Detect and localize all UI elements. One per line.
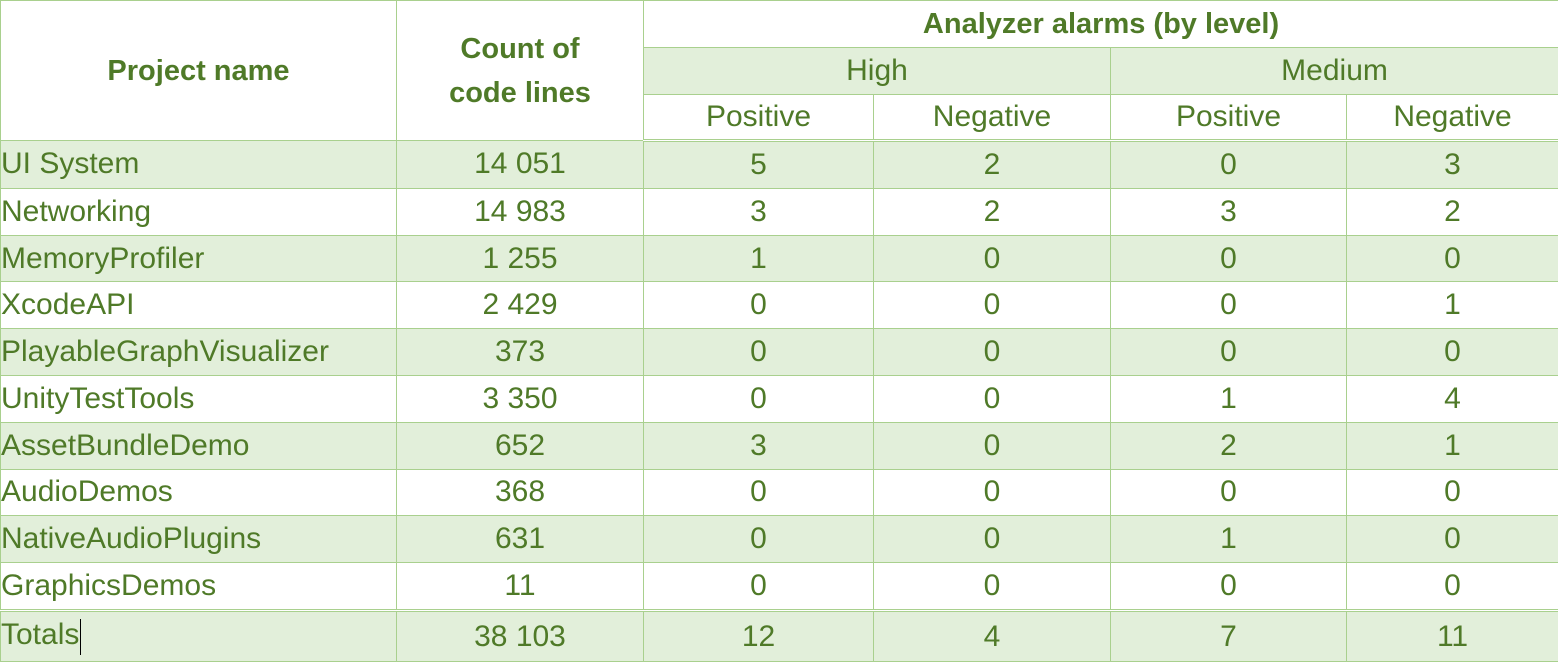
header-project-name: Project name <box>0 0 397 141</box>
cell-high-positive[interactable]: 1 <box>643 234 874 283</box>
cell-code-lines[interactable]: 2 429 <box>396 281 644 330</box>
table-row[interactable]: UnityTestTools 3 350 0 0 1 4 <box>0 375 1558 423</box>
table-row[interactable]: AssetBundleDemo 652 3 0 2 1 <box>0 421 1558 470</box>
table-row[interactable]: XcodeAPI 2 429 0 0 0 1 <box>0 281 1558 330</box>
cell-totals-medium-negative[interactable]: 11 <box>1345 609 1558 662</box>
cell-totals-code-lines[interactable]: 38 103 <box>396 609 644 662</box>
cell-medium-positive[interactable]: 2 <box>1110 421 1347 470</box>
cell-project-name[interactable]: MemoryProfiler <box>0 234 397 283</box>
cell-high-negative[interactable]: 0 <box>873 281 1111 330</box>
cell-medium-negative[interactable]: 0 <box>1345 515 1558 564</box>
cell-medium-positive[interactable]: 1 <box>1110 375 1347 423</box>
cell-high-positive[interactable]: 5 <box>643 140 874 189</box>
cell-project-name[interactable]: AssetBundleDemo <box>0 421 397 470</box>
cell-high-positive[interactable]: 0 <box>643 468 874 517</box>
cell-medium-negative[interactable]: 3 <box>1345 140 1558 189</box>
cell-project-name[interactable]: UnityTestTools <box>0 375 397 423</box>
cell-project-name[interactable]: GraphicsDemos <box>0 562 397 611</box>
cell-high-negative[interactable]: 2 <box>873 187 1111 236</box>
cell-medium-positive[interactable]: 0 <box>1110 468 1347 517</box>
table-row[interactable]: AudioDemos 368 0 0 0 0 <box>0 468 1558 517</box>
cell-medium-negative[interactable]: 0 <box>1345 468 1558 517</box>
table-row[interactable]: PlayableGraphVisualizer 373 0 0 0 0 <box>0 328 1558 376</box>
totals-row[interactable]: Totals 38 103 12 4 7 11 <box>0 609 1558 662</box>
cell-code-lines[interactable]: 11 <box>396 562 644 611</box>
cell-medium-negative[interactable]: 0 <box>1345 234 1558 283</box>
header-medium-negative: Negative <box>1345 94 1558 142</box>
cell-high-positive[interactable]: 0 <box>643 515 874 564</box>
cell-medium-positive[interactable]: 0 <box>1110 140 1347 189</box>
header-high-positive: Positive <box>643 94 874 142</box>
cell-code-lines[interactable]: 631 <box>396 515 644 564</box>
cell-project-name[interactable]: XcodeAPI <box>0 281 397 330</box>
cell-high-negative[interactable]: 0 <box>873 328 1111 376</box>
header-count-of-code-lines: Count of code lines <box>396 0 644 141</box>
cell-totals-high-positive[interactable]: 12 <box>643 609 874 662</box>
cell-medium-positive[interactable]: 1 <box>1110 515 1347 564</box>
cell-project-name[interactable]: AudioDemos <box>0 468 397 517</box>
table-row[interactable]: Networking 14 983 3 2 3 2 <box>0 187 1558 236</box>
header-level-high: High <box>643 47 1111 95</box>
cell-medium-positive[interactable]: 0 <box>1110 234 1347 283</box>
cell-code-lines[interactable]: 14 983 <box>396 187 644 236</box>
cell-project-name[interactable]: PlayableGraphVisualizer <box>0 328 397 376</box>
cell-medium-negative[interactable]: 0 <box>1345 562 1558 611</box>
cell-medium-positive[interactable]: 0 <box>1110 281 1347 330</box>
cell-totals-medium-positive[interactable]: 7 <box>1110 609 1347 662</box>
header-medium-positive: Positive <box>1110 94 1347 142</box>
header-row-group: Project name Count of code lines Analyze… <box>0 0 1558 141</box>
cell-high-negative[interactable]: 0 <box>873 234 1111 283</box>
totals-label-text: Totals <box>1 618 80 652</box>
cell-medium-negative[interactable]: 4 <box>1345 375 1558 423</box>
cell-medium-positive[interactable]: 0 <box>1110 562 1347 611</box>
cell-high-positive[interactable]: 0 <box>643 375 874 423</box>
cell-high-negative[interactable]: 2 <box>873 140 1111 189</box>
table-body: UI System 14 051 5 2 0 3 Networking 14 9… <box>0 140 1558 662</box>
table-header: Project name Count of code lines Analyze… <box>0 0 1558 142</box>
cell-medium-positive[interactable]: 3 <box>1110 187 1347 236</box>
header-analyzer-alarms: Analyzer alarms (by level) <box>642 0 1558 48</box>
cell-high-positive[interactable]: 0 <box>643 281 874 330</box>
table-row[interactable]: MemoryProfiler 1 255 1 0 0 0 <box>0 234 1558 283</box>
cell-code-lines[interactable]: 368 <box>396 468 644 517</box>
table-row[interactable]: UI System 14 051 5 2 0 3 <box>0 140 1558 189</box>
cell-code-lines[interactable]: 652 <box>396 421 644 470</box>
cell-project-name[interactable]: Networking <box>0 187 397 236</box>
cell-project-name[interactable]: NativeAudioPlugins <box>0 515 397 564</box>
table-row[interactable]: NativeAudioPlugins 631 0 0 1 0 <box>0 515 1558 564</box>
cell-project-name[interactable]: UI System <box>0 140 397 189</box>
cell-high-negative[interactable]: 0 <box>873 421 1111 470</box>
header-level-medium: Medium <box>1109 47 1558 95</box>
cell-medium-positive[interactable]: 0 <box>1110 328 1347 376</box>
cell-totals-high-negative[interactable]: 4 <box>873 609 1111 662</box>
cell-high-negative[interactable]: 0 <box>873 562 1111 611</box>
cell-high-negative[interactable]: 0 <box>873 375 1111 423</box>
cell-high-positive[interactable]: 0 <box>643 328 874 376</box>
cell-high-negative[interactable]: 0 <box>873 515 1111 564</box>
cell-medium-negative[interactable]: 2 <box>1345 187 1558 236</box>
cell-medium-negative[interactable]: 1 <box>1345 281 1558 330</box>
cell-high-positive[interactable]: 3 <box>643 421 874 470</box>
header-row-levels: High Medium <box>1 47 1558 95</box>
cell-medium-negative[interactable]: 0 <box>1345 328 1558 376</box>
cell-code-lines[interactable]: 3 350 <box>396 375 644 423</box>
cell-totals-label[interactable]: Totals <box>0 609 397 662</box>
header-high-negative: Negative <box>873 94 1111 142</box>
cell-code-lines[interactable]: 373 <box>396 328 644 376</box>
cell-high-positive[interactable]: 0 <box>643 562 874 611</box>
header-count-line-2: code lines <box>449 76 591 109</box>
header-count-line-1: Count of <box>460 32 580 65</box>
table-row[interactable]: GraphicsDemos 11 0 0 0 0 <box>0 562 1558 611</box>
header-row-subcolumns: Positive Negative Positive Negative <box>1 94 1558 142</box>
cell-medium-negative[interactable]: 1 <box>1345 421 1558 470</box>
text-cursor <box>80 618 82 655</box>
cell-high-positive[interactable]: 3 <box>643 187 874 236</box>
cell-code-lines[interactable]: 1 255 <box>396 234 644 283</box>
cell-high-negative[interactable]: 0 <box>873 468 1111 517</box>
cell-code-lines[interactable]: 14 051 <box>396 140 644 189</box>
